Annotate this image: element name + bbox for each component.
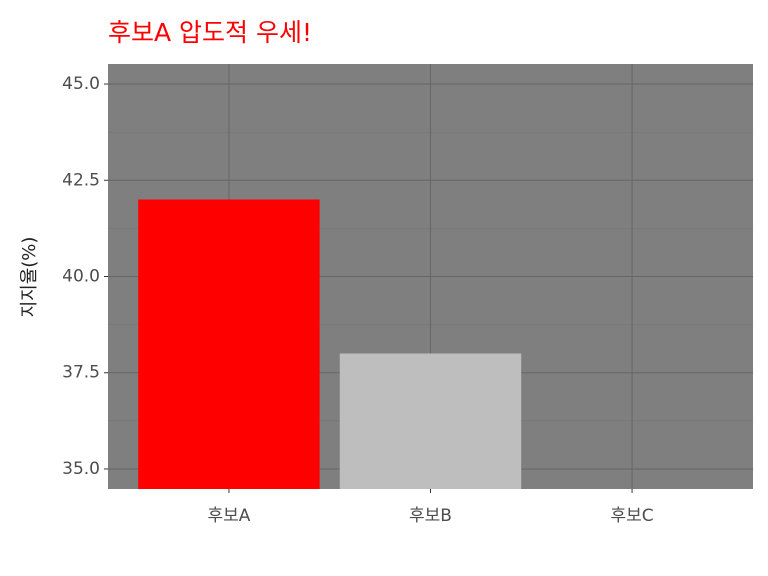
y-tick-label: 42.5	[62, 170, 100, 190]
y-tick-label: 40.0	[62, 267, 100, 287]
bar	[339, 353, 522, 489]
y-tick-label: 45.0	[62, 74, 100, 94]
y-tick-label: 37.5	[62, 363, 100, 383]
x-tick-label: 후보B	[409, 506, 452, 526]
axes: 35.0 37.5 40.0 42.5 45.0 후보A 후보B 후보C	[62, 74, 654, 526]
bar	[138, 199, 320, 489]
bar	[541, 489, 722, 576]
chart-title: 후보A 압도적 우세!	[108, 18, 312, 47]
x-tick-label: 후보C	[610, 506, 653, 526]
bars	[138, 199, 722, 576]
x-tick-label: 후보A	[207, 506, 250, 526]
y-axis-label: 지지율(%)	[19, 237, 40, 318]
y-tick-label: 35.0	[62, 459, 100, 479]
